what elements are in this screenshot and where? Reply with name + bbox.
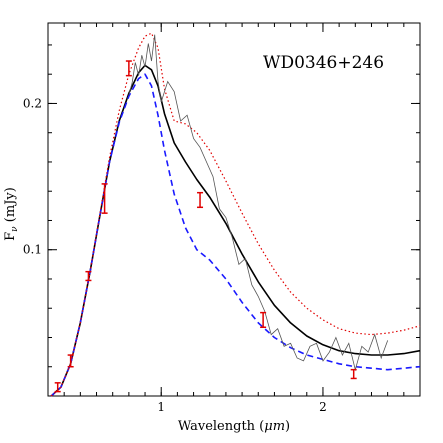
x-axis-label: Wavelength (μm) xyxy=(178,419,290,434)
model-dotted-line xyxy=(50,32,421,397)
photometry-point xyxy=(125,60,132,77)
y-tick-label: 0.1 xyxy=(23,243,42,257)
photometry-point xyxy=(197,191,204,209)
y-axis-label: Fν (mJy) xyxy=(3,187,20,241)
y-axis-label-main: F xyxy=(3,232,18,241)
x-axis-label-unit: μm xyxy=(264,419,285,434)
x-axis-label-close: ) xyxy=(285,419,290,434)
photometry-point xyxy=(101,183,108,214)
spectrum-line xyxy=(128,34,389,372)
model-solid-line xyxy=(50,64,421,397)
plot-frame xyxy=(47,22,421,397)
model-dashed-line xyxy=(50,73,421,397)
x-tick-label: 2 xyxy=(319,400,327,414)
photometry-points xyxy=(54,60,357,393)
object-annotation: WD0346+246 xyxy=(263,53,384,73)
model-curves xyxy=(50,32,421,397)
x-tick-label: 1 xyxy=(157,400,165,414)
tick-labels: 1 2 0.1 0.2 xyxy=(23,96,327,414)
photometry-point xyxy=(350,368,357,380)
observed-spectrum xyxy=(128,34,389,372)
photometry-point xyxy=(85,270,92,282)
y-axis-label-sub: ν xyxy=(10,226,20,232)
x-axis-label-text: Wavelength ( xyxy=(178,419,264,434)
photometry-point xyxy=(67,354,74,368)
photometry-point xyxy=(54,382,61,393)
y-tick-label: 0.2 xyxy=(23,96,42,110)
photometry-point xyxy=(260,311,267,329)
axis-ticks xyxy=(47,23,421,396)
y-axis-label-unit: (mJy) xyxy=(3,187,18,226)
